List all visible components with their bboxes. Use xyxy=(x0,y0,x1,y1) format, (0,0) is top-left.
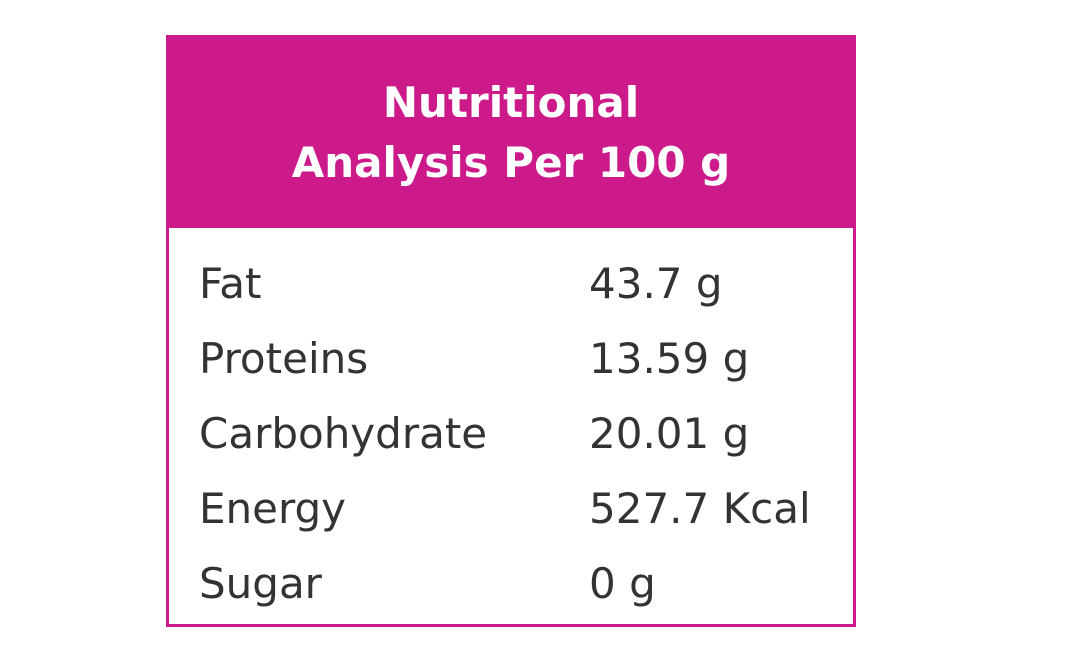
nutrient-value: 0 g xyxy=(589,559,656,608)
header: Nutritional Analysis Per 100 g xyxy=(169,38,853,228)
nutrient-value: 13.59 g xyxy=(589,334,750,383)
nutrient-name: Sugar xyxy=(199,559,322,608)
table-row: Fat 43.7 g xyxy=(199,246,853,321)
nutrient-name: Carbohydrate xyxy=(199,409,488,458)
table-row: Energy 527.7 Kcal xyxy=(199,471,853,546)
nutrition-card: Nutritional Analysis Per 100 g Fat 43.7 g… xyxy=(166,35,856,627)
table-row: Carbohydrate 20.01 g xyxy=(199,396,853,471)
nutrient-name: Proteins xyxy=(199,334,369,383)
nutrient-value: 43.7 g xyxy=(589,259,723,308)
nutrient-value: 20.01 g xyxy=(589,409,750,458)
title: Nutritional xyxy=(382,78,640,127)
table-row: Sugar 0 g xyxy=(199,546,853,621)
table-row: Proteins 13.59 g xyxy=(199,321,853,396)
title: Analysis Per 100 g xyxy=(291,138,731,187)
nutrient-name: Energy xyxy=(199,484,347,533)
nutrient-value: 527.7 Kcal xyxy=(589,484,811,533)
nutrient-name: Fat xyxy=(199,259,262,308)
table: Fat 43.7 g Proteins 13.59 g Carbohydrate 20.0… xyxy=(169,228,853,621)
